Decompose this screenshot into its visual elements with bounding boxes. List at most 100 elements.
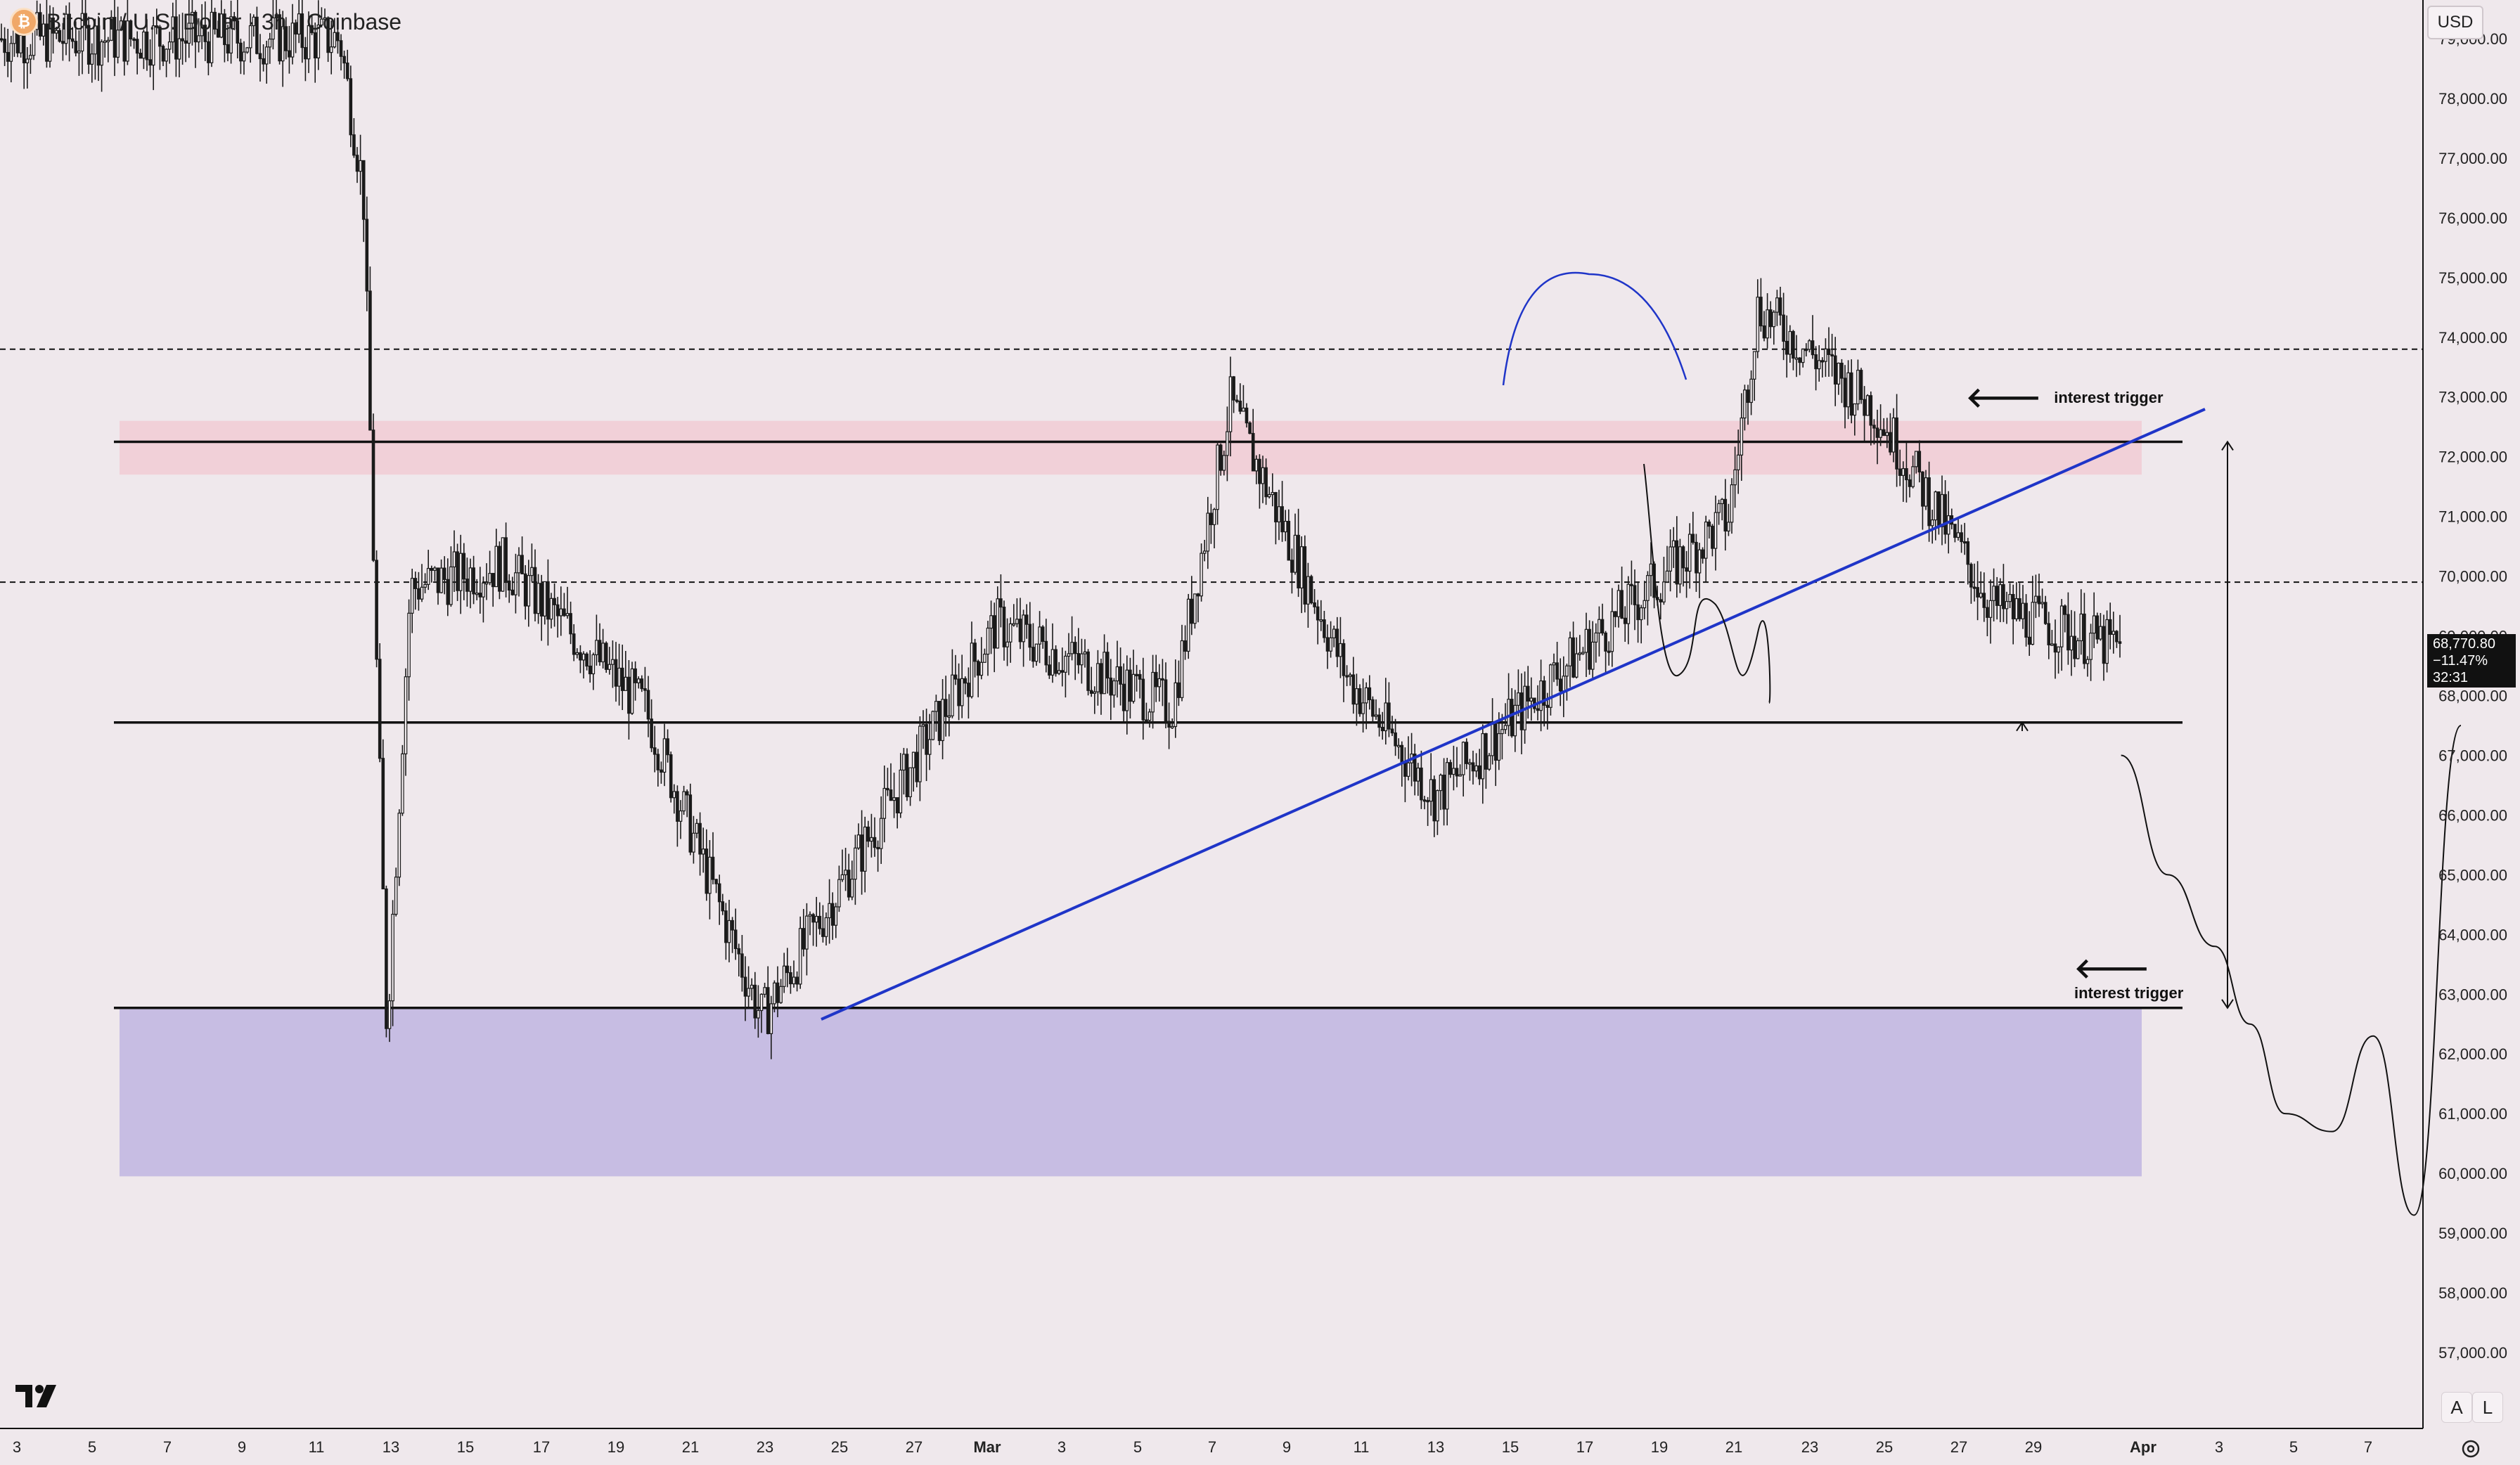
candle-body [1177,682,1181,698]
candle-body [1908,479,1912,487]
tradingview-logo-icon[interactable] [15,1382,62,1410]
candle-body [1206,512,1210,552]
candle-body [139,53,143,59]
candle-body [553,598,556,605]
candle-body [1287,520,1291,561]
candle-body [1707,521,1711,527]
candle-body [1115,666,1119,682]
candle-body [892,797,896,801]
candle-body [294,22,297,35]
candle-body [1940,493,1944,527]
candle-body [1927,477,1931,527]
candle-body [1853,403,1857,416]
candle-body [329,46,333,53]
candle-body [733,929,738,950]
candle-body [1406,762,1410,777]
candle-body [80,13,84,52]
candle-body [1814,354,1818,370]
time-tick-label: 7 [2364,1438,2372,1456]
price-tick-label: 66,000.00 [2438,806,2507,824]
time-tick-label: 9 [1282,1438,1291,1456]
candle-body [442,567,446,580]
candle-body [1804,349,1808,351]
settings-gear-icon[interactable] [2457,1435,2485,1462]
candle-body [1245,407,1249,424]
candle-body [539,583,544,617]
candle-body [1675,540,1679,585]
candle-body [504,537,508,582]
candle-body [905,754,909,798]
candle-body [676,791,679,822]
candle-body [300,13,304,49]
candle-body [1280,506,1284,533]
time-tick-label: 25 [1876,1438,1893,1456]
candle-body [581,653,586,661]
candle-body [1458,774,1462,777]
candle-body [1394,732,1397,747]
candle-body [2021,602,2025,619]
log-scale-button[interactable]: L [2472,1392,2503,1423]
candle-body [870,837,873,842]
time-tick-label: 7 [1208,1438,1216,1456]
time-tick-label: 29 [2025,1438,2042,1456]
upper-interest-trigger-annotation[interactable]: 🡐 interest trigger [1966,384,2164,412]
candle-body [1879,429,1882,438]
symbol-header[interactable]: ₿ Bitcoin / U.S. Dollar · 3h · Coinbase [10,6,401,38]
time-tick-label: 15 [1502,1438,1519,1456]
candle-body [326,17,330,53]
candle-body [921,724,925,727]
candle-body [462,553,466,580]
candle-body [1730,484,1734,523]
candle-body [1377,714,1381,728]
candle-body [1788,330,1792,355]
candle-body [970,643,974,697]
candle-body [1545,704,1550,708]
time-tick-label: 3 [13,1438,21,1456]
time-tick-label: 21 [1725,1438,1742,1456]
candle-body [394,877,398,915]
upper-trigger-label: interest trigger [2054,389,2164,406]
candle-body [1209,512,1213,525]
candle-body [313,32,317,59]
candle-body [290,22,295,58]
candle-body [501,537,505,592]
candle-body [737,948,741,955]
candle-body [229,16,233,54]
candle-body [1180,640,1184,698]
candle-body [2047,623,2051,645]
candle-body [119,20,123,31]
candle-body [288,50,291,58]
candle-body [420,586,424,600]
candle-body [129,20,133,40]
candle-body [2018,598,2021,619]
price-tick-label: 73,000.00 [2438,389,2507,406]
candle-body [112,17,117,58]
candle-body [446,579,450,605]
candle-body [1145,719,1148,722]
candle-body [660,769,663,773]
candle-body [1953,524,1957,538]
candle-body [543,581,547,617]
candle-body [361,160,366,220]
candle-body [753,984,757,1019]
candle-body [662,738,667,773]
candle-body [1332,628,1336,638]
candle-body [1616,590,1621,617]
candle-body [423,583,427,588]
candle-body [957,678,960,706]
candle-body [1969,564,1973,588]
candle-body [0,38,4,41]
candle-body [181,38,184,41]
candle-body [378,659,382,759]
currency-button[interactable]: USD [2427,6,2483,39]
time-tick-label: 17 [1576,1438,1593,1456]
candle-body [1299,546,1304,588]
lower-interest-trigger-annotation[interactable]: 🡐 interest trigger [2074,955,2183,1002]
candle-body [1283,520,1287,533]
candle-body [1798,357,1801,363]
candle-body [1445,762,1449,810]
candle-body [1717,503,1721,513]
auto-scale-button[interactable]: A [2441,1392,2472,1423]
